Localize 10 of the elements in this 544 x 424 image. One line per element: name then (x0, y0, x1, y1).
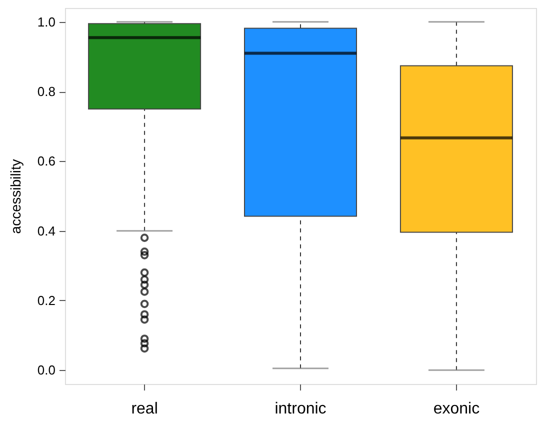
x-tick-label: intronic (274, 400, 326, 418)
y-tick-label: 0.2 (37, 292, 56, 308)
y-tick-label: 0.6 (37, 154, 56, 169)
y-tick-label: 0.4 (37, 223, 56, 238)
y-axis-title: accessibility (7, 159, 24, 234)
x-tick-label: real (131, 400, 158, 418)
y-tick-label: 1.0 (37, 14, 56, 30)
y-tick-label: 0.0 (37, 362, 56, 378)
x-tick-label: exonic (433, 400, 480, 418)
y-tick-label: 0.8 (37, 84, 56, 100)
